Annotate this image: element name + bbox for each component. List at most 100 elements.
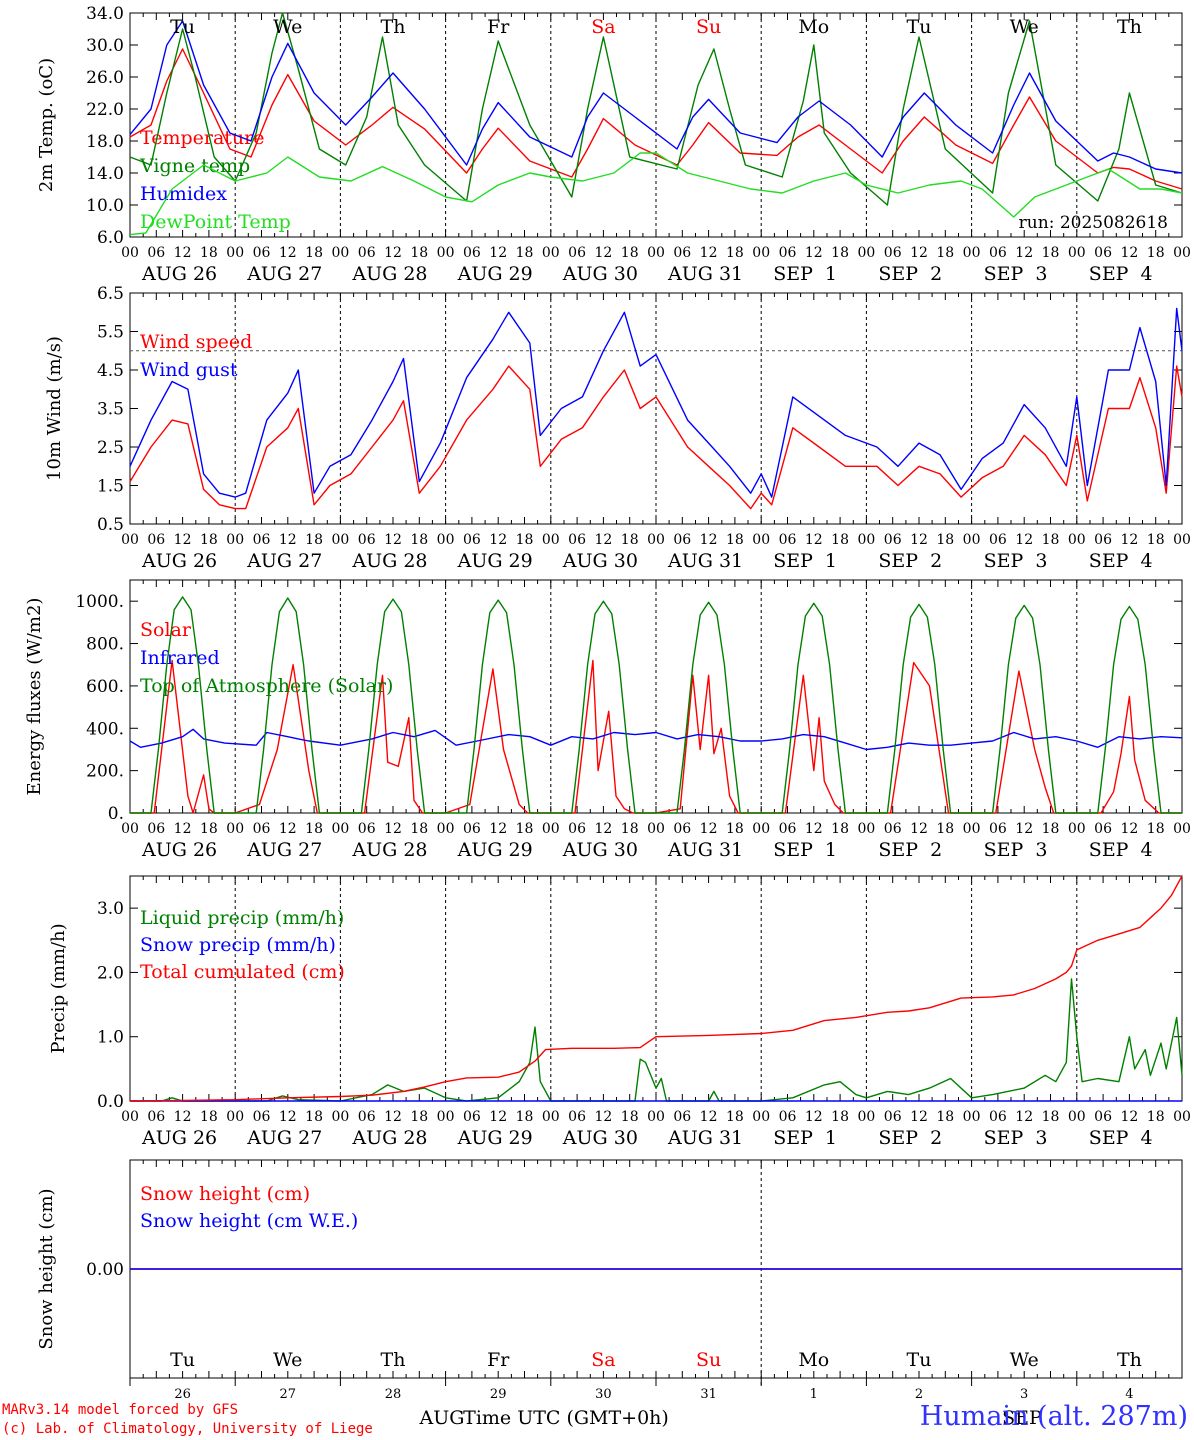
y-axis-label: Precip (mm/h) — [48, 923, 69, 1053]
hour-tick-label: 06 — [253, 821, 271, 837]
weekday-label: Fr — [487, 1349, 510, 1371]
hour-tick-label: 12 — [1120, 532, 1138, 548]
hour-tick-label: 06 — [1094, 532, 1112, 548]
hour-tick-label: 18 — [305, 245, 323, 261]
legend-entry-2: Vigne temp — [139, 155, 250, 177]
legend-entry-1: Wind speed — [140, 331, 252, 353]
hour-tick-label: 06 — [463, 532, 481, 548]
legend-entry-3: Humidex — [140, 183, 227, 205]
date-label: AUG 26 — [141, 1127, 217, 1149]
y-tick-label: 22.0 — [86, 100, 124, 120]
date-label: AUG 29 — [457, 263, 533, 285]
hour-tick-label: 00 — [542, 245, 560, 261]
weekday-label: Mo — [798, 16, 829, 38]
hour-tick-label: 18 — [305, 1109, 323, 1125]
hour-tick-label: 12 — [384, 821, 402, 837]
hour-tick-label: 18 — [936, 821, 954, 837]
legend-entry-2: Wind gust — [140, 359, 238, 381]
y-tick-label: 1.5 — [97, 477, 124, 497]
hour-tick-label: 12 — [174, 1109, 192, 1125]
hour-ticks — [129, 293, 1183, 524]
hour-tick-label: 06 — [358, 1109, 376, 1125]
day-number-label: 27 — [280, 1387, 297, 1402]
hour-tick-label: 18 — [410, 245, 428, 261]
date-label: AUG 29 — [457, 839, 533, 861]
hour-tick-label: 00 — [1068, 821, 1086, 837]
hour-tick-label: 00 — [1173, 532, 1191, 548]
date-label: SEP 1 — [773, 550, 837, 572]
hour-tick-label: 06 — [989, 532, 1007, 548]
series-line-2 — [129, 307, 1183, 498]
hour-tick-label: 00 — [121, 821, 139, 837]
hour-tick-label: 00 — [752, 821, 770, 837]
hour-tick-label: 18 — [200, 245, 218, 261]
hour-tick-label: 06 — [1094, 245, 1112, 261]
hour-tick-label: 18 — [200, 821, 218, 837]
hour-tick-label: 06 — [253, 532, 271, 548]
day-number-label: 1 — [810, 1387, 818, 1402]
day-number-label: 4 — [1125, 1387, 1133, 1402]
hour-tick-label: 06 — [253, 245, 271, 261]
hour-tick-label: 00 — [752, 1109, 770, 1125]
weekday-label: We — [273, 1349, 302, 1371]
hour-tick-label: 06 — [989, 821, 1007, 837]
date-label: AUG 31 — [667, 839, 743, 861]
hour-tick-label: 06 — [884, 1109, 902, 1125]
y-tick-label: 3.0 — [97, 899, 124, 919]
hour-tick-label: 12 — [910, 245, 928, 261]
hour-tick-label: 12 — [700, 532, 718, 548]
legend-entry-1: Solar — [140, 619, 192, 641]
date-label: SEP 4 — [1089, 839, 1153, 861]
chart-panel-3: 0. 200. 400. 600. 800. 1000. Energy fluxes (W/… — [24, 579, 1191, 861]
hour-tick-label: 18 — [516, 532, 534, 548]
weekday-label: Th — [1117, 16, 1142, 38]
hour-tick-label: 00 — [437, 532, 455, 548]
month-label-sep: SEP — [1002, 1407, 1042, 1429]
hour-tick-label: 18 — [726, 1109, 744, 1125]
hour-tick-label: 18 — [1042, 821, 1060, 837]
hour-tick-label: 06 — [568, 532, 586, 548]
hour-tick-label: 06 — [147, 532, 165, 548]
date-label: SEP 1 — [773, 839, 837, 861]
hour-tick-label: 06 — [884, 245, 902, 261]
hour-tick-label: 06 — [673, 245, 691, 261]
chart-panel-5: 0.00 Snow height (cm) Snow height (cm) Snow… — [36, 1159, 1183, 1429]
hour-tick-label: 00 — [1173, 245, 1191, 261]
legend-entry-1: Snow height (cm) — [140, 1183, 310, 1205]
legend-entry-4: DewPoint Temp — [140, 211, 291, 233]
date-label: AUG 30 — [562, 550, 638, 572]
weekday-label: We — [1010, 16, 1039, 38]
y-tick-label: 1.0 — [97, 1028, 124, 1048]
hour-tick-label: 12 — [279, 821, 297, 837]
weekday-label: We — [1010, 1349, 1039, 1371]
hour-tick-label: 18 — [936, 245, 954, 261]
hour-tick-label: 00 — [331, 821, 349, 837]
hour-tick-label: 18 — [516, 821, 534, 837]
date-label: AUG 29 — [457, 550, 533, 572]
date-label: AUG 30 — [562, 263, 638, 285]
day-number-label: 30 — [595, 1387, 612, 1402]
hour-tick-label: 12 — [279, 532, 297, 548]
legend-entry-1: Liquid precip (mm/h) — [140, 907, 344, 929]
y-tick-label: 3.5 — [97, 400, 124, 420]
weekday-label: Fr — [487, 16, 510, 38]
series-line-3 — [130, 596, 1182, 814]
series-line-2 — [129, 12, 1183, 206]
hour-tick-label: 18 — [726, 245, 744, 261]
weekday-label: Tu — [170, 16, 195, 38]
hour-tick-label: 18 — [831, 821, 849, 837]
weekday-label: Mo — [798, 1349, 829, 1371]
hour-tick-label: 18 — [831, 532, 849, 548]
hour-tick-label: 18 — [305, 532, 323, 548]
y-tick-label: 800. — [86, 635, 124, 655]
hour-tick-label: 18 — [936, 532, 954, 548]
hour-tick-label: 00 — [331, 532, 349, 548]
series-line-4 — [129, 152, 1183, 236]
hour-tick-label: 12 — [279, 1109, 297, 1125]
hour-tick-label: 00 — [647, 1109, 665, 1125]
y-tick-label: 2.5 — [97, 438, 124, 458]
hour-tick-label: 00 — [1173, 821, 1191, 837]
hour-tick-label: 06 — [673, 821, 691, 837]
series-line-3 — [129, 20, 1183, 174]
day-number-label: 28 — [385, 1387, 402, 1402]
